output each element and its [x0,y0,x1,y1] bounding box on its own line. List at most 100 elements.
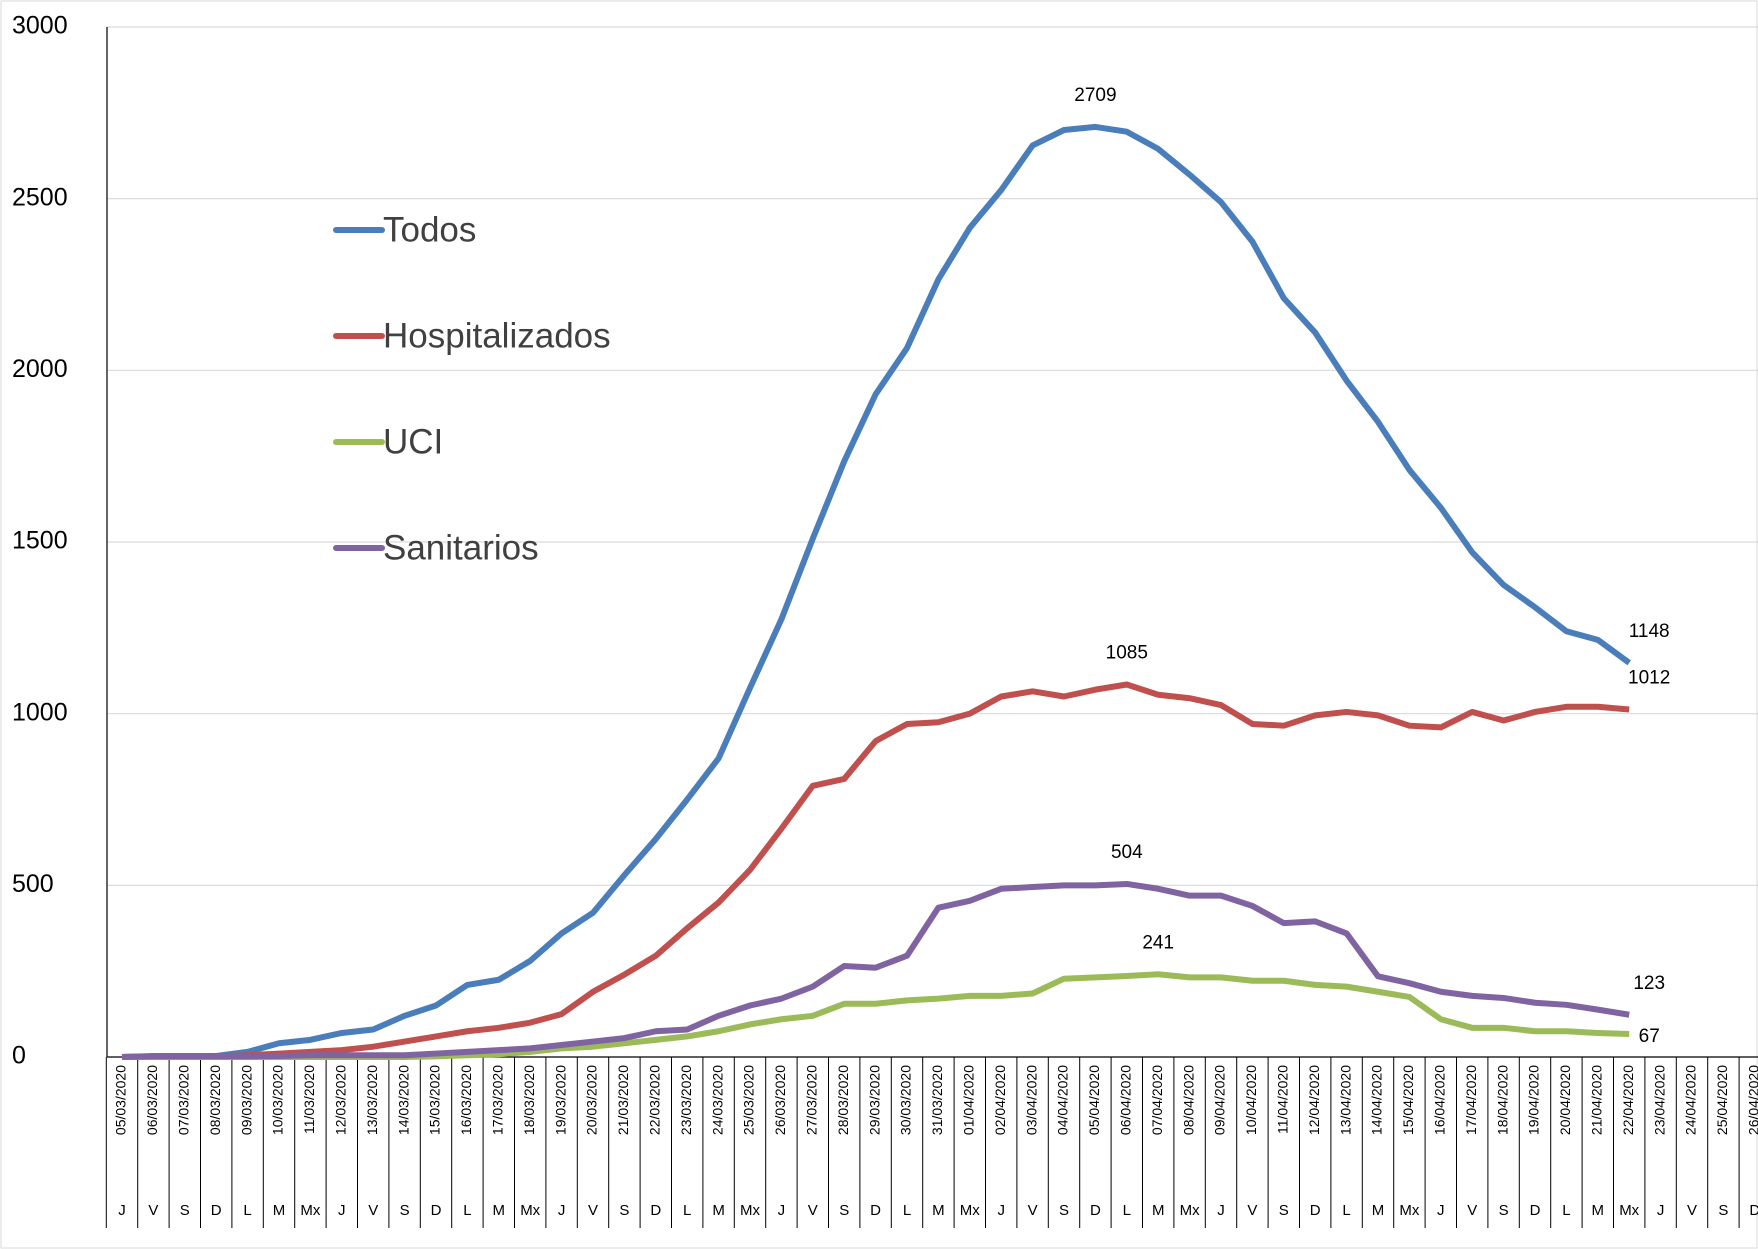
series-line [121,123,1631,1060]
x-tick-label: 07/03/2020 [176,1065,192,1135]
x-tick-label: 10/04/2020 [1243,1065,1259,1135]
y-tick-label: 0 [12,1042,26,1070]
weekday-label: Mx [1399,1202,1419,1219]
weekday-label: J [1217,1202,1225,1219]
weekday-label: Mx [300,1202,320,1219]
weekday-label: L [1342,1202,1350,1219]
weekday-label: M [712,1202,725,1219]
x-tick-label: 09/04/2020 [1212,1065,1228,1135]
x-tick-label: 06/03/2020 [144,1065,160,1135]
weekday-label: J [1657,1202,1665,1219]
weekday-label: D [211,1202,222,1219]
x-tick-label: 25/03/2020 [741,1065,757,1135]
weekday-label: V [1028,1202,1038,1219]
data-label: 123 [1633,973,1665,994]
weekday-label: D [1310,1202,1321,1219]
x-tick-label: 14/03/2020 [395,1065,411,1135]
x-tick-label: 15/03/2020 [427,1065,443,1135]
series-line [121,681,1630,1060]
weekday-label: M [1372,1202,1385,1219]
weekday-label: V [1467,1202,1477,1219]
legend-label: Sanitarios [383,528,539,567]
weekday-label: L [243,1202,251,1219]
x-tick-label: 16/04/2020 [1432,1065,1448,1135]
x-tick-label: 24/03/2020 [709,1065,725,1135]
legend-label: UCI [383,422,443,461]
weekday-label: D [1090,1202,1101,1219]
x-tick-label: 30/03/2020 [898,1065,914,1135]
y-tick-label: 2500 [12,183,68,211]
legend-label: Hospitalizados [383,316,611,355]
x-tick-label: 12/04/2020 [1306,1065,1322,1135]
weekday-label: J [338,1202,346,1219]
x-tick-label: 14/04/2020 [1369,1065,1385,1135]
x-tick-label: 31/03/2020 [929,1065,945,1135]
x-tick-label: 07/04/2020 [1149,1065,1165,1135]
y-tick-label: 3000 [12,12,68,40]
weekday-label: V [588,1202,598,1219]
x-tick-label: 12/03/2020 [333,1065,349,1135]
weekday-label: L [1123,1202,1131,1219]
data-label: 1012 [1628,668,1670,689]
weekday-label: M [1152,1202,1165,1219]
weekday-label: Mx [520,1202,540,1219]
x-tick-label: 20/03/2020 [584,1065,600,1135]
weekday-label: D [1749,1202,1758,1219]
weekday-label: S [1499,1202,1509,1219]
x-tick-label: 08/03/2020 [207,1065,223,1135]
weekday-label: M [932,1202,945,1219]
x-tick-label: 21/03/2020 [615,1065,631,1135]
weekday-label: D [1530,1202,1541,1219]
x-tick-label: 13/04/2020 [1337,1065,1353,1135]
y-tick-label: 500 [12,870,54,898]
x-tick-label: 26/03/2020 [772,1065,788,1135]
x-tick-label: 22/03/2020 [647,1065,663,1135]
data-label: 2709 [1074,85,1116,106]
x-tick-label: 26/04/2020 [1746,1065,1758,1135]
x-tick-label: 10/03/2020 [270,1065,286,1135]
weekday-label: S [1059,1202,1069,1219]
x-tick-label: 01/04/2020 [961,1065,977,1135]
weekday-label: S [400,1202,410,1219]
weekday-label: Mx [1619,1202,1639,1219]
y-tick-label: 1500 [12,527,68,555]
weekday-label: S [180,1202,190,1219]
weekday-label: Mx [960,1202,980,1219]
weekday-label: M [273,1202,286,1219]
weekday-label: S [839,1202,849,1219]
weekday-label: S [1279,1202,1289,1219]
x-tick-label: 13/03/2020 [364,1065,380,1135]
weekday-label: D [650,1202,661,1219]
data-label: 67 [1639,1026,1660,1047]
x-tick-label: 04/04/2020 [1055,1065,1071,1135]
weekday-label: J [558,1202,566,1219]
x-tick-label: 11/03/2020 [301,1065,317,1134]
x-tick-label: 22/04/2020 [1620,1065,1636,1135]
weekday-label: J [997,1202,1005,1219]
weekday-label: V [1687,1202,1697,1219]
data-label: 241 [1142,932,1174,953]
x-tick-label: 17/04/2020 [1463,1065,1479,1135]
weekday-label: L [463,1202,471,1219]
x-tick-label: 21/04/2020 [1589,1065,1605,1135]
x-tick-label: 17/03/2020 [490,1065,506,1135]
x-tick-label: 19/03/2020 [552,1065,568,1135]
weekday-label: L [683,1202,691,1219]
weekday-label: D [870,1202,881,1219]
x-tick-label: 02/04/2020 [992,1065,1008,1135]
legend-label: Todos [383,210,476,249]
x-tick-label: 09/03/2020 [238,1065,254,1135]
x-tick-label: 18/04/2020 [1494,1065,1510,1135]
x-tick-label: 03/04/2020 [1023,1065,1039,1135]
x-tick-label: 29/03/2020 [866,1065,882,1135]
weekday-label: M [493,1202,506,1219]
weekday-label: V [1247,1202,1257,1219]
x-tick-label: 25/04/2020 [1714,1065,1730,1135]
y-tick-label: 2000 [12,355,68,383]
y-tick-label: 1000 [12,698,68,726]
weekday-label: S [619,1202,629,1219]
x-tick-label: 28/03/2020 [835,1065,851,1135]
weekday-label: J [778,1202,786,1219]
x-tick-label: 23/04/2020 [1651,1065,1667,1135]
